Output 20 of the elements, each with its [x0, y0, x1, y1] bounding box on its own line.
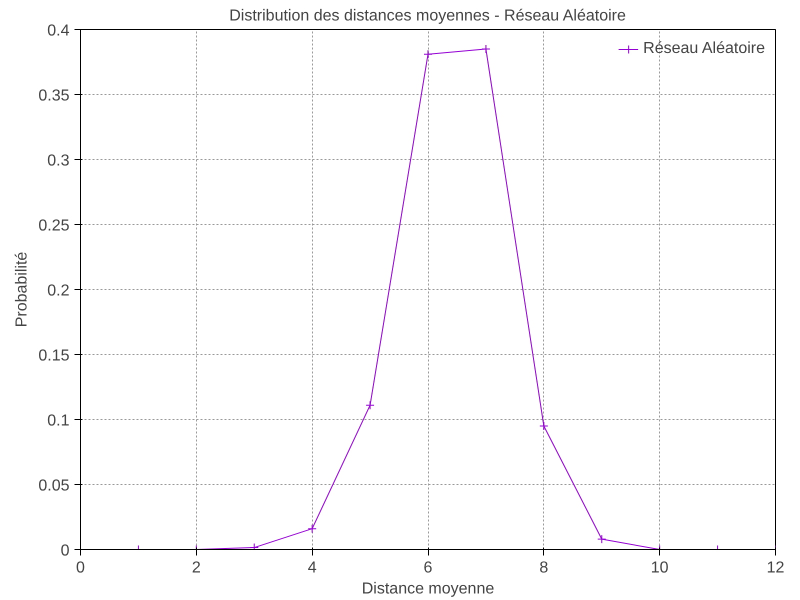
y-tick-label: 0 [60, 542, 70, 560]
x-tick-label: 4 [308, 560, 317, 576]
x-tick-label: 0 [76, 560, 86, 576]
y-tick-label: 0.25 [38, 218, 70, 234]
x-tick-label: 2 [192, 560, 201, 576]
x-tick-label: 12 [766, 560, 784, 576]
y-tick-label: 0.15 [38, 348, 70, 364]
y-tick-label: 0.2 [47, 282, 70, 300]
x-tick-label: 6 [424, 560, 433, 576]
y-tick-label: 0.05 [38, 478, 70, 494]
y-tick-label: 0.35 [38, 88, 70, 104]
chart-title: Distribution des distances moyennes - Réseau Aléatoire [229, 8, 626, 24]
y-tick-label: 0.3 [47, 152, 70, 170]
x-tick-label: 10 [650, 560, 669, 576]
legend-label: Réseau Aléatoire [643, 40, 765, 58]
x-axis-title: Distance moyenne [362, 580, 494, 598]
x-tick-label: 8 [539, 560, 548, 576]
y-tick-label: 0.1 [47, 412, 70, 430]
y-tick-label: 0.4 [47, 22, 70, 40]
y-axis-title: Probabilité [13, 252, 30, 328]
